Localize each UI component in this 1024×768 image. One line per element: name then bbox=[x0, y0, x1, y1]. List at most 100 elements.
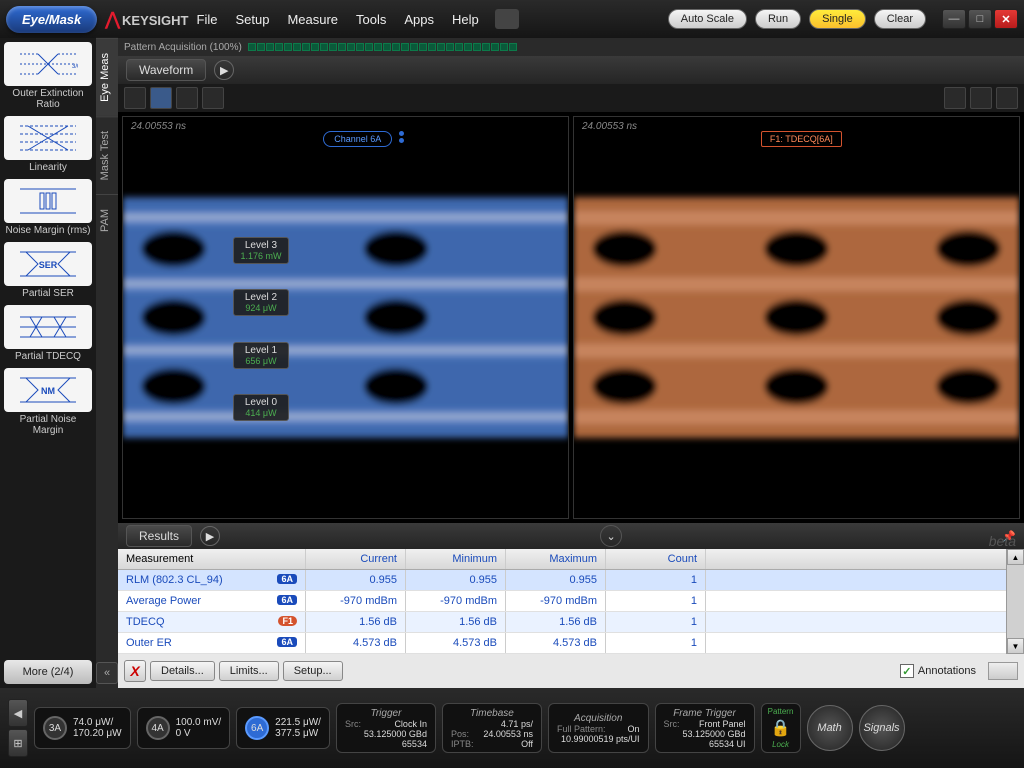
channel-badge[interactable]: Channel 6A bbox=[323, 131, 392, 147]
table-row[interactable]: RLM (802.3 CL_94)6A0.9550.9550.9551 bbox=[118, 570, 1006, 591]
brand-logo: ⋀KEYSIGHT bbox=[105, 9, 188, 30]
ch4-box[interactable]: 4A 100.0 mV/0 V bbox=[137, 707, 231, 749]
annotations-toggle[interactable]: ✓ Annotations bbox=[900, 662, 1018, 680]
results-title[interactable]: Results bbox=[126, 525, 192, 547]
signals-button[interactable]: Signals bbox=[859, 705, 905, 751]
results-bar: Results ▶ ⌄ 📌 bbox=[118, 523, 1024, 549]
sb-label-3: Partial SER bbox=[4, 288, 92, 299]
menu-tools[interactable]: Tools bbox=[356, 12, 386, 27]
channel-dots bbox=[399, 131, 404, 143]
level-0-box[interactable]: Level 0414 μW bbox=[233, 394, 289, 421]
menu-file[interactable]: File bbox=[197, 12, 218, 27]
close-button[interactable]: ✕ bbox=[994, 9, 1018, 29]
pattern-label: Pattern Acquisition (100%) bbox=[124, 42, 242, 53]
table-row[interactable]: TDECQF11.56 dB1.56 dB1.56 dB1 bbox=[118, 612, 1006, 633]
layout-toolbar bbox=[118, 84, 1024, 112]
vertical-scrollbar[interactable]: ▲▼ bbox=[1006, 549, 1024, 654]
lock-box[interactable]: Pattern 🔒 Lock bbox=[761, 703, 801, 753]
cursor-tool[interactable] bbox=[944, 87, 966, 109]
svg-text:NM: NM bbox=[41, 386, 55, 396]
menu-apps[interactable]: Apps bbox=[404, 12, 434, 27]
timebase-box[interactable]: Timebase 4.71 ps/ Pos:24.00553 ns IPTB:O… bbox=[442, 703, 542, 753]
check-icon: ✓ bbox=[900, 664, 914, 678]
play-button[interactable]: ▶ bbox=[214, 60, 234, 80]
math-button[interactable]: Math bbox=[807, 705, 853, 751]
menu-setup[interactable]: Setup bbox=[235, 12, 269, 27]
svg-text:SER: SER bbox=[39, 260, 58, 270]
bottom-bar: ◀ ⊞ 3A 74.0 μW/170.20 μW 4A 100.0 mV/0 V… bbox=[0, 688, 1024, 768]
ch3-box[interactable]: 3A 74.0 μW/170.20 μW bbox=[34, 707, 131, 749]
vtab-mask-test[interactable]: Mask Test bbox=[96, 116, 118, 194]
level-2-box[interactable]: Level 2924 μW bbox=[233, 289, 289, 316]
sb-partial-nm[interactable]: NM bbox=[4, 368, 92, 412]
sb-partial-ser[interactable]: SER bbox=[4, 242, 92, 286]
table-row[interactable]: Outer ER6A4.573 dB4.573 dB4.573 dB1 bbox=[118, 633, 1006, 654]
autoscale-button[interactable]: Auto Scale bbox=[668, 9, 747, 29]
results-play[interactable]: ▶ bbox=[200, 526, 220, 546]
vertical-tabs: Eye Meas Mask Test PAM « bbox=[96, 38, 118, 688]
graph-right[interactable]: 24.00553 ns F1: TDECQ[6A] bbox=[573, 116, 1020, 519]
maximize-button[interactable]: □ bbox=[968, 9, 992, 29]
sb-outer-er[interactable]: 3/0 bbox=[4, 42, 92, 86]
sb-label-1: Linearity bbox=[4, 162, 92, 173]
layout-4[interactable] bbox=[202, 87, 224, 109]
layout-3[interactable] bbox=[176, 87, 198, 109]
menu-help[interactable]: Help bbox=[452, 12, 479, 27]
more-button[interactable]: More (2/4) bbox=[4, 660, 92, 684]
results-table: beta Measurement Current Minimum Maximum… bbox=[118, 549, 1024, 688]
sb-linearity[interactable] bbox=[4, 116, 92, 160]
lock-icon: 🔒 bbox=[771, 718, 791, 738]
camera-icon[interactable] bbox=[495, 9, 519, 29]
layout-2[interactable] bbox=[150, 87, 172, 109]
results-buttons: X Details... Limits... Setup... ✓ Annota… bbox=[118, 654, 1024, 688]
collapse-button[interactable]: ⌄ bbox=[600, 525, 622, 547]
beta-label: beta bbox=[989, 533, 1016, 549]
trigger-box[interactable]: Trigger Src:Clock In 53.125000 GBd 65534 bbox=[336, 703, 436, 753]
waveform-bar: Waveform ▶ bbox=[118, 56, 1024, 84]
layout-1[interactable] bbox=[124, 87, 146, 109]
level-1-box[interactable]: Level 1656 μW bbox=[233, 342, 289, 369]
sb-label-2: Noise Margin (rms) bbox=[4, 225, 92, 236]
clear-button[interactable]: Clear bbox=[874, 9, 926, 29]
graphs-area: 24.00553 ns Channel 6A bbox=[118, 112, 1024, 523]
timestamp-left: 24.00553 ns bbox=[131, 121, 186, 132]
minimize-button[interactable]: — bbox=[942, 9, 966, 29]
waveform-title[interactable]: Waveform bbox=[126, 59, 206, 81]
acquisition-box[interactable]: Acquisition Full Pattern:On 10.99000519 … bbox=[548, 703, 649, 753]
single-button[interactable]: Single bbox=[809, 9, 866, 29]
pattern-bar: Pattern Acquisition (100%) bbox=[118, 38, 1024, 56]
sb-label-4: Partial TDECQ bbox=[4, 351, 92, 362]
ch4-circle: 4A bbox=[146, 716, 170, 740]
expand-button[interactable]: « bbox=[96, 662, 118, 684]
function-badge[interactable]: F1: TDECQ[6A] bbox=[761, 131, 842, 147]
ch6-box[interactable]: 6A 221.5 μW/377.5 μW bbox=[236, 707, 330, 749]
level-3-box[interactable]: Level 31.176 mW bbox=[233, 237, 289, 264]
table-header: Measurement Current Minimum Maximum Coun… bbox=[118, 549, 1006, 570]
dropdown-tool[interactable] bbox=[970, 87, 992, 109]
top-bar: Eye/Mask ⋀KEYSIGHT File Setup Measure To… bbox=[0, 0, 1024, 38]
grid-button[interactable]: ⊞ bbox=[8, 729, 28, 757]
graph-left[interactable]: 24.00553 ns Channel 6A bbox=[122, 116, 569, 519]
menu-tool[interactable] bbox=[996, 87, 1018, 109]
left-sidebar: 3/0 Outer Extinction Ratio Linearity Noi… bbox=[0, 38, 96, 688]
delete-button[interactable]: X bbox=[124, 660, 146, 682]
main-menu: File Setup Measure Tools Apps Help bbox=[197, 12, 479, 27]
ch6-circle: 6A bbox=[245, 716, 269, 740]
content-area: Pattern Acquisition (100%) Waveform ▶ 24… bbox=[118, 38, 1024, 688]
setup-button[interactable]: Setup... bbox=[283, 661, 343, 681]
sb-label-0: Outer Extinction Ratio bbox=[4, 88, 92, 110]
sb-label-5: Partial Noise Margin bbox=[4, 414, 92, 436]
prev-button[interactable]: ◀ bbox=[8, 699, 28, 727]
sb-partial-tdecq[interactable] bbox=[4, 305, 92, 349]
vtab-pam[interactable]: PAM bbox=[96, 194, 118, 246]
limits-button[interactable]: Limits... bbox=[219, 661, 279, 681]
frametrigger-box[interactable]: Frame Trigger Src:Front Panel 53.125000 … bbox=[655, 703, 755, 753]
menu-measure[interactable]: Measure bbox=[287, 12, 338, 27]
pattern-indicator bbox=[248, 43, 517, 51]
vtab-eye-meas[interactable]: Eye Meas bbox=[96, 38, 118, 116]
run-button[interactable]: Run bbox=[755, 9, 801, 29]
table-row[interactable]: Average Power6A-970 mdBm-970 mdBm-970 md… bbox=[118, 591, 1006, 612]
details-button[interactable]: Details... bbox=[150, 661, 215, 681]
sb-noise-margin[interactable] bbox=[4, 179, 92, 223]
mode-pill[interactable]: Eye/Mask bbox=[6, 6, 97, 33]
